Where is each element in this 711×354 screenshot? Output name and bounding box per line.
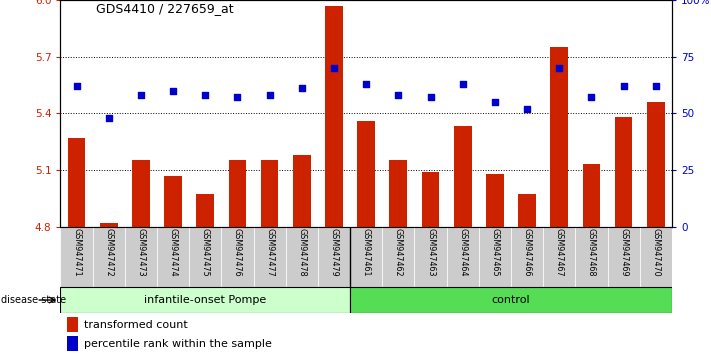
Text: GSM947473: GSM947473 bbox=[137, 228, 145, 277]
Text: GSM947474: GSM947474 bbox=[169, 228, 178, 277]
Bar bbox=[164, 176, 182, 227]
Bar bbox=[325, 6, 343, 227]
Point bbox=[360, 81, 372, 87]
Bar bbox=[390, 160, 407, 227]
Bar bbox=[383, 227, 415, 287]
Bar bbox=[60, 287, 350, 313]
Point bbox=[232, 95, 243, 100]
Bar bbox=[543, 227, 575, 287]
Text: GSM947463: GSM947463 bbox=[426, 228, 435, 277]
Text: disease state: disease state bbox=[1, 295, 66, 305]
Bar bbox=[415, 227, 447, 287]
Bar bbox=[350, 227, 383, 287]
Text: GSM947478: GSM947478 bbox=[297, 228, 306, 277]
Bar bbox=[132, 160, 150, 227]
Point bbox=[200, 92, 211, 98]
Point bbox=[103, 115, 114, 121]
Text: control: control bbox=[492, 295, 530, 305]
Text: GSM947464: GSM947464 bbox=[458, 228, 467, 277]
Bar bbox=[293, 155, 311, 227]
Bar bbox=[92, 227, 125, 287]
Point bbox=[586, 95, 597, 100]
Bar bbox=[157, 227, 189, 287]
Bar bbox=[318, 227, 350, 287]
Point bbox=[264, 92, 275, 98]
Bar bbox=[196, 194, 214, 227]
Point bbox=[457, 81, 469, 87]
Bar bbox=[518, 194, 536, 227]
Text: percentile rank within the sample: percentile rank within the sample bbox=[84, 339, 272, 349]
Bar bbox=[647, 102, 665, 227]
Bar bbox=[68, 138, 85, 227]
Text: GSM947471: GSM947471 bbox=[72, 228, 81, 277]
Point bbox=[425, 95, 437, 100]
Point bbox=[554, 65, 565, 71]
Bar bbox=[422, 172, 439, 227]
Bar bbox=[189, 227, 221, 287]
Point bbox=[167, 88, 178, 93]
Point bbox=[521, 106, 533, 112]
Text: GSM947467: GSM947467 bbox=[555, 228, 564, 277]
Text: infantile-onset Pompe: infantile-onset Pompe bbox=[144, 295, 267, 305]
Bar bbox=[100, 223, 117, 227]
Bar bbox=[607, 227, 640, 287]
Text: GSM947472: GSM947472 bbox=[105, 228, 113, 277]
Bar bbox=[582, 164, 600, 227]
Point bbox=[392, 92, 404, 98]
Text: GSM947461: GSM947461 bbox=[362, 228, 370, 277]
Bar bbox=[60, 227, 92, 287]
Text: GSM947479: GSM947479 bbox=[329, 228, 338, 277]
Bar bbox=[125, 227, 157, 287]
Point bbox=[71, 83, 82, 89]
Bar bbox=[447, 227, 479, 287]
Point bbox=[650, 83, 661, 89]
Bar bbox=[254, 227, 286, 287]
Bar bbox=[454, 126, 471, 227]
Text: GSM947476: GSM947476 bbox=[233, 228, 242, 277]
Text: GSM947469: GSM947469 bbox=[619, 228, 628, 277]
Text: GSM947462: GSM947462 bbox=[394, 228, 403, 277]
Bar bbox=[640, 227, 672, 287]
Text: transformed count: transformed count bbox=[84, 320, 188, 330]
Bar bbox=[615, 117, 633, 227]
Bar bbox=[479, 227, 511, 287]
Text: GSM947475: GSM947475 bbox=[201, 228, 210, 277]
Bar bbox=[286, 227, 318, 287]
Text: GDS4410 / 227659_at: GDS4410 / 227659_at bbox=[96, 2, 234, 15]
Text: GSM947477: GSM947477 bbox=[265, 228, 274, 277]
Bar bbox=[358, 121, 375, 227]
Text: GSM947468: GSM947468 bbox=[587, 228, 596, 277]
Text: GSM947470: GSM947470 bbox=[651, 228, 661, 277]
Bar bbox=[575, 227, 607, 287]
Point bbox=[618, 83, 629, 89]
Bar bbox=[67, 317, 77, 332]
Bar bbox=[228, 160, 246, 227]
Text: GSM947466: GSM947466 bbox=[523, 228, 532, 277]
Point bbox=[135, 92, 146, 98]
Bar bbox=[67, 337, 77, 351]
Point bbox=[328, 65, 340, 71]
Bar bbox=[350, 287, 672, 313]
Bar bbox=[550, 47, 568, 227]
Point bbox=[489, 99, 501, 105]
Bar bbox=[221, 227, 254, 287]
Bar bbox=[486, 174, 503, 227]
Bar bbox=[511, 227, 543, 287]
Text: GSM947465: GSM947465 bbox=[491, 228, 499, 277]
Bar bbox=[261, 160, 279, 227]
Point bbox=[296, 86, 307, 91]
